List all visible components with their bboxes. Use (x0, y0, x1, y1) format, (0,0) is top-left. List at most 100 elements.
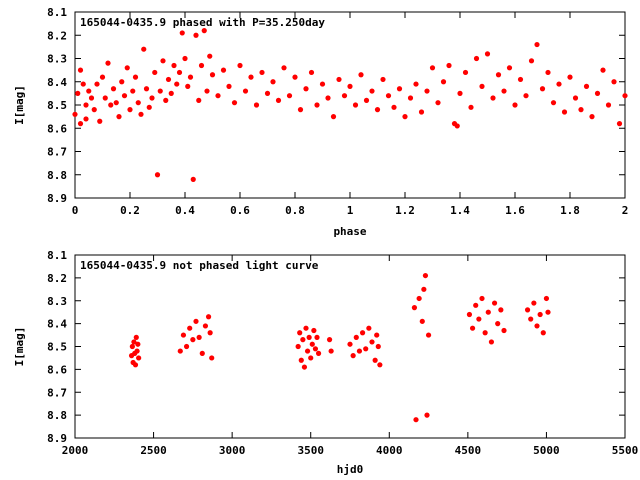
y-tick-label: 8.6 (47, 122, 67, 135)
data-point (466, 311, 473, 318)
data-point (616, 121, 623, 127)
data-point (359, 330, 366, 336)
data-point (177, 348, 183, 354)
plot-frame (74, 11, 626, 199)
data-point (468, 104, 474, 110)
data-point (512, 102, 518, 108)
data-point (485, 309, 491, 315)
data-point (209, 72, 216, 78)
data-point (523, 93, 529, 99)
data-point (501, 327, 507, 334)
data-point (347, 83, 353, 89)
y-axis-label: I[mag] (13, 327, 26, 367)
data-point (600, 67, 606, 73)
data-point (407, 95, 414, 101)
y-tick-label: 8.4 (47, 76, 67, 89)
data-point (416, 295, 422, 302)
data-point (419, 318, 425, 324)
data-point (363, 97, 370, 103)
data-point (605, 102, 612, 108)
data-point (372, 357, 378, 363)
x-tick-label: 2 (622, 204, 629, 217)
data-point (375, 343, 381, 350)
y-tick-label: 8.2 (47, 272, 67, 285)
data-point (336, 76, 342, 83)
data-point (540, 330, 546, 336)
y-tick-label: 8.8 (47, 409, 67, 422)
data-point (119, 79, 125, 85)
data-point (207, 330, 213, 336)
data-point (297, 107, 304, 113)
data-point (185, 83, 191, 89)
data-point (196, 97, 202, 103)
data-point (380, 76, 386, 83)
x-tick-label: 1 (347, 204, 354, 217)
data-point (127, 107, 133, 113)
data-point (326, 337, 333, 343)
data-point (482, 330, 488, 336)
data-series (72, 28, 628, 182)
data-point (253, 102, 260, 108)
data-point (259, 69, 265, 76)
data-point (138, 111, 144, 117)
data-point (484, 51, 491, 57)
data-point (75, 90, 81, 96)
data-point (306, 334, 312, 340)
y-tick-label: 8.5 (47, 99, 67, 112)
data-point (363, 346, 369, 352)
chart-panel-2: 2000 2500 3000 3500 4000 4500 5000 5500 8.1 8.2 8.… (13, 249, 638, 476)
data-point (141, 46, 147, 52)
data-point (88, 95, 95, 101)
data-point (391, 104, 397, 110)
data-point (132, 74, 139, 80)
data-point (193, 32, 199, 38)
data-point (187, 74, 194, 80)
data-point (589, 114, 595, 120)
data-point (506, 65, 513, 71)
data-point (524, 307, 531, 313)
data-point (611, 79, 617, 85)
data-point (421, 286, 427, 292)
data-point (143, 86, 150, 92)
data-point (281, 65, 287, 71)
data-point (531, 300, 537, 306)
data-point (292, 74, 298, 80)
data-point (374, 332, 380, 338)
data-point (295, 343, 301, 350)
data-point (264, 90, 271, 96)
data-point (424, 88, 430, 94)
data-point (311, 327, 317, 334)
x-tick-label: 3000 (219, 444, 246, 457)
data-point (402, 114, 408, 120)
data-point (113, 100, 119, 106)
chart-title: 165044-0435.9 phased with P=35.250day (80, 16, 325, 29)
data-point (86, 88, 92, 94)
data-point (385, 93, 392, 99)
y-tick-label: 8.4 (47, 318, 67, 331)
data-point (176, 69, 183, 76)
data-point (583, 83, 590, 89)
data-point (517, 76, 524, 83)
data-point (182, 55, 188, 62)
y-tick-label: 8.9 (47, 432, 67, 445)
data-point (462, 69, 469, 76)
data-point (537, 311, 543, 318)
data-point (168, 90, 174, 96)
data-point (270, 79, 276, 85)
data-point (297, 330, 303, 336)
data-point (314, 102, 320, 108)
data-point (108, 102, 114, 108)
data-point (473, 55, 480, 62)
data-point (193, 318, 199, 324)
data-point (476, 316, 482, 322)
data-point (498, 307, 504, 313)
data-point (369, 88, 375, 94)
data-point (356, 348, 363, 354)
data-point (201, 28, 207, 34)
data-point (315, 350, 322, 356)
data-point (77, 67, 84, 73)
data-point (187, 325, 193, 331)
data-point (286, 93, 293, 99)
x-tick-label: 0.2 (120, 204, 140, 217)
x-tick-label: 4500 (455, 444, 482, 457)
